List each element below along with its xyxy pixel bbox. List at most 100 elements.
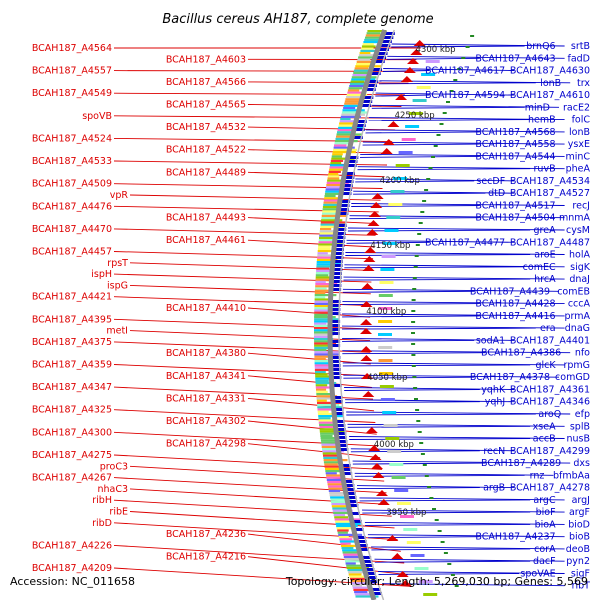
reverse-gene-label: BCAH187_A4209 bbox=[32, 563, 112, 574]
forward-gene bbox=[365, 572, 376, 575]
cog-band bbox=[323, 454, 338, 457]
forward-gene-label: BCAH187_A4289 bbox=[481, 458, 561, 469]
forward-gene bbox=[331, 276, 342, 279]
reverse-gene bbox=[407, 58, 419, 64]
cog-band bbox=[322, 450, 345, 453]
cog-band bbox=[331, 155, 342, 158]
cog-band bbox=[348, 573, 362, 576]
cog-band bbox=[314, 294, 337, 297]
minor-feature bbox=[389, 463, 404, 466]
cog-band bbox=[318, 243, 345, 246]
cog-band bbox=[356, 63, 371, 66]
cog-band bbox=[315, 386, 334, 389]
reverse-gene-label: BCAH187_A4524 bbox=[32, 133, 112, 144]
minor-feature bbox=[395, 164, 410, 167]
reverse-gene-label: BCAH187_A4275 bbox=[32, 450, 112, 461]
minor-feature bbox=[416, 86, 431, 89]
forward-gene bbox=[340, 464, 351, 467]
forward-gene-label: dacF bbox=[533, 556, 556, 567]
forward-gene bbox=[330, 320, 341, 323]
cog-band bbox=[326, 478, 342, 481]
tick bbox=[422, 200, 427, 202]
forward-leader bbox=[356, 485, 515, 489]
cog-band bbox=[317, 406, 342, 409]
reverse-gene-label: BCAH187_A4489 bbox=[166, 167, 246, 178]
cog-band bbox=[335, 522, 361, 525]
forward-gene-label: BCAH187_A4630 bbox=[510, 66, 590, 77]
forward-gene bbox=[332, 268, 343, 271]
reverse-gene-label: nhaC3 bbox=[97, 484, 128, 495]
cog-band bbox=[316, 265, 333, 268]
forward-leader bbox=[347, 227, 565, 231]
forward-leader bbox=[364, 521, 565, 525]
forward-gene-label: glcK bbox=[535, 360, 556, 371]
reverse-gene bbox=[368, 445, 381, 451]
kbp-scale: 4300 kbp 4250 kbp 4200 kbp 4150 kbp 4100 kbp… bbox=[366, 45, 455, 518]
cog-band bbox=[314, 331, 336, 334]
minor-feature bbox=[388, 203, 403, 206]
forward-gene bbox=[350, 512, 360, 515]
tick bbox=[426, 178, 431, 180]
cog-band bbox=[315, 371, 326, 374]
reverse-gene bbox=[368, 211, 381, 217]
cog-band bbox=[314, 324, 334, 327]
forward-gene-label: splB bbox=[570, 421, 590, 432]
cog-band bbox=[320, 228, 332, 231]
reverse-gene-label: BCAH187_A4565 bbox=[166, 100, 246, 111]
cog-band bbox=[314, 298, 330, 301]
reverse-gene bbox=[395, 94, 408, 100]
cog-band bbox=[333, 511, 351, 514]
forward-gene bbox=[356, 540, 367, 543]
cog-band bbox=[352, 584, 362, 587]
forward-gene-label: dtD bbox=[488, 188, 505, 199]
forward-gene-label: mnmA bbox=[559, 213, 591, 224]
forward-gene bbox=[338, 212, 349, 215]
cog-band bbox=[349, 85, 370, 88]
reverse-gene bbox=[363, 256, 376, 262]
forward-gene bbox=[352, 136, 363, 139]
cog-band bbox=[322, 208, 347, 211]
forward-gene-label: corA bbox=[534, 544, 556, 555]
forward-leader bbox=[345, 254, 531, 256]
reverse-gene bbox=[370, 202, 383, 208]
forward-leader bbox=[391, 45, 525, 48]
tick bbox=[413, 387, 418, 389]
cog-band bbox=[323, 461, 342, 464]
cog-band bbox=[314, 316, 336, 319]
kbp-label: 3950 kbp bbox=[386, 508, 426, 518]
reverse-gene bbox=[382, 139, 395, 145]
cog-band bbox=[331, 503, 355, 506]
forward-gene bbox=[332, 260, 343, 263]
reverse-gene-label: ispH bbox=[91, 269, 112, 280]
cog-band bbox=[321, 441, 338, 444]
forward-gene bbox=[331, 280, 342, 283]
forward-gene bbox=[330, 360, 341, 363]
forward-gene bbox=[343, 180, 354, 183]
forward-leader bbox=[342, 288, 560, 292]
forward-gene bbox=[363, 96, 374, 99]
forward-leader bbox=[362, 511, 531, 514]
cog-band bbox=[333, 514, 346, 517]
forward-gene bbox=[345, 492, 356, 495]
forward-leader bbox=[367, 534, 565, 538]
tick bbox=[417, 233, 422, 235]
forward-gene bbox=[364, 568, 375, 571]
reverse-gene bbox=[367, 220, 380, 226]
forward-leader bbox=[381, 583, 565, 587]
cog-band bbox=[336, 527, 353, 530]
reverse-gene-label: BCAH187_A4302 bbox=[166, 416, 246, 427]
cog-band bbox=[323, 459, 348, 462]
cog-band bbox=[332, 509, 353, 512]
forward-leader bbox=[378, 571, 565, 574]
forward-gene bbox=[366, 576, 377, 579]
cog-band bbox=[326, 184, 349, 187]
cog-band bbox=[357, 58, 371, 61]
cog-band bbox=[334, 144, 347, 147]
forward-gene-label: brnQ6 bbox=[526, 41, 555, 52]
forward-gene-label: bioD bbox=[568, 519, 590, 530]
cog-band bbox=[318, 417, 331, 420]
forward-leader bbox=[345, 252, 565, 255]
reverse-gene-label: ribH bbox=[92, 495, 112, 506]
reverse-gene-label: BCAH187_A4236 bbox=[166, 529, 246, 540]
reverse-gene-label: metI bbox=[106, 326, 128, 337]
